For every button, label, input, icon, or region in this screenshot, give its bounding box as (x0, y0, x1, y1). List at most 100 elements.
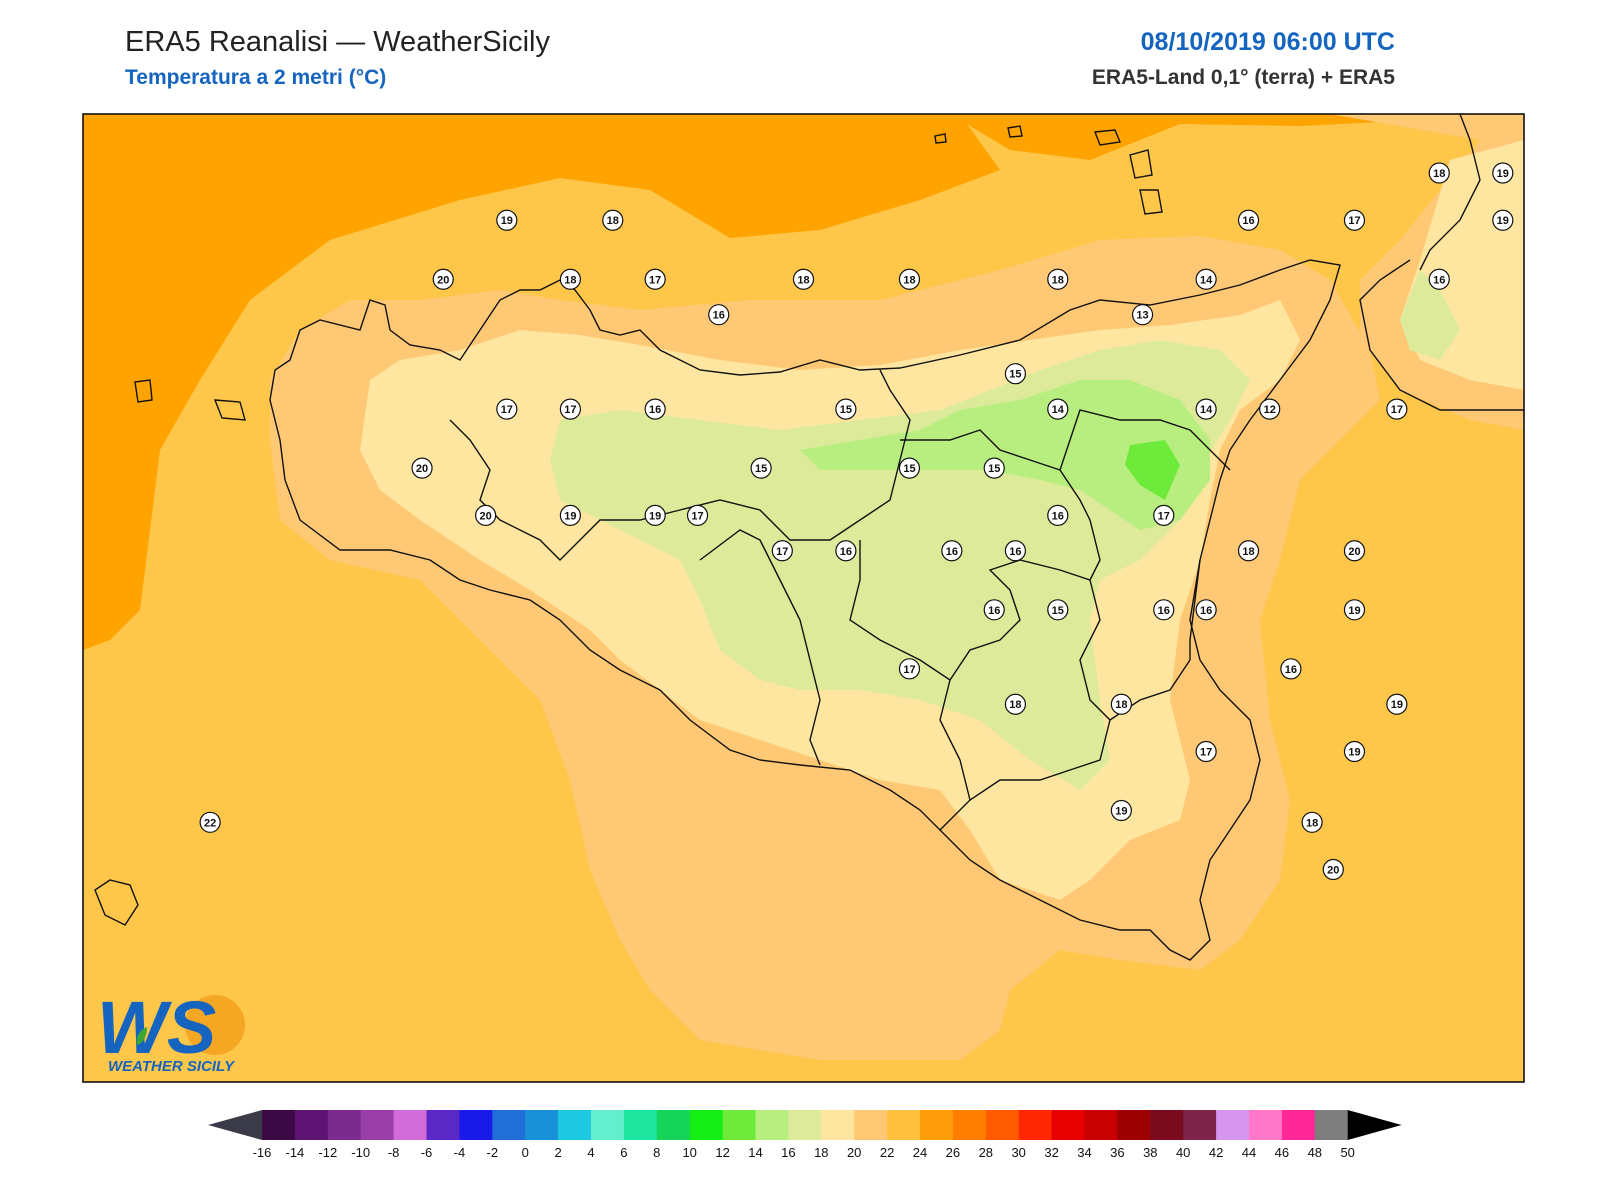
colorbar-segment (558, 1110, 592, 1140)
data-source: ERA5-Land 0,1° (terra) + ERA5 (1091, 66, 1395, 89)
etna-summit-field (1125, 440, 1180, 500)
station-marker: 18 (1110, 693, 1132, 715)
station-marker: 17 (1343, 209, 1366, 231)
colorbar-tick-label: 40 (1176, 1145, 1190, 1160)
station-value: 18 (1052, 274, 1064, 286)
station-marker: 20 (432, 268, 454, 290)
station-circle (983, 599, 1005, 621)
station-circle (1301, 811, 1323, 833)
station-marker: 19 (1492, 209, 1514, 231)
station-marker: 20 (1322, 858, 1344, 881)
station-circle (644, 398, 666, 420)
colorbar-tick-label: 14 (748, 1145, 762, 1160)
colorbar-tick-label: 30 (1011, 1145, 1025, 1160)
station-marker: 16 (1280, 658, 1302, 680)
station-value: 18 (903, 274, 915, 286)
colorbar-tick-label: 0 (522, 1145, 529, 1160)
station-marker: 16 (1428, 268, 1450, 290)
station-value: 15 (1052, 605, 1064, 617)
station-marker: 16 (1195, 599, 1217, 621)
station-value: 14 (1052, 404, 1065, 416)
colorbar-tick-label: -8 (388, 1145, 400, 1160)
colorbar-tick-label: -16 (253, 1145, 272, 1160)
station-circle (771, 540, 793, 562)
colorbar-tick-label: 8 (653, 1145, 660, 1160)
station-marker: 15 (1047, 599, 1069, 621)
colorbar-segment (1084, 1110, 1118, 1140)
station-circle (1047, 398, 1069, 420)
station-circle (1237, 540, 1260, 562)
colorbar-tick-label: 12 (715, 1145, 729, 1160)
station-marker: 17 (496, 398, 518, 420)
station-marker: 19 (559, 504, 581, 526)
station-value: 16 (1285, 664, 1297, 676)
colorbar-segment (821, 1110, 855, 1140)
station-marker: 17 (1386, 398, 1408, 420)
station-circle (1343, 740, 1366, 763)
colorbar-segment (591, 1110, 625, 1140)
station-circle (602, 209, 624, 231)
station-value: 19 (1348, 605, 1360, 617)
colorbar-segment (492, 1110, 526, 1140)
station-value: 17 (776, 546, 788, 558)
station-circle (792, 268, 815, 290)
station-marker: 16 (983, 599, 1005, 621)
colorbar-segment (689, 1110, 724, 1140)
station-value: 17 (1348, 215, 1360, 227)
station-value: 19 (501, 215, 513, 227)
colorbar-tick-label: 38 (1143, 1145, 1157, 1160)
colorbar-segment (1249, 1110, 1283, 1140)
colorbar-segment (722, 1110, 756, 1140)
station-circle (1004, 693, 1027, 715)
colorbar-tick-label: -14 (286, 1145, 305, 1160)
colorbar-segment (426, 1110, 460, 1140)
station-value: 19 (1115, 805, 1127, 817)
station-value: 19 (1391, 699, 1403, 711)
station-circle (559, 268, 581, 290)
colorbar-segment (1150, 1110, 1184, 1140)
station-marker: 22 (199, 811, 221, 833)
station-circle (1110, 693, 1132, 715)
station-marker: 17 (1195, 740, 1217, 763)
station-circle (411, 457, 433, 479)
station-marker: 19 (496, 209, 518, 231)
colorbar-segment (1281, 1110, 1316, 1140)
station-marker: 17 (644, 268, 666, 290)
colorbar-tick-label: 32 (1044, 1145, 1058, 1160)
colorbar-segment (393, 1110, 427, 1140)
station-circle (644, 504, 666, 526)
colorbar-tick-label: 48 (1308, 1145, 1322, 1160)
station-circle (1195, 740, 1217, 763)
station-circle (1280, 658, 1302, 680)
station-marker: 18 (898, 268, 921, 290)
coastline (94, 113, 1524, 961)
station-circle (559, 504, 581, 526)
station-marker: 18 (1301, 811, 1323, 833)
colorbar-tick-label: 20 (847, 1145, 861, 1160)
station-marker: 20 (1343, 540, 1366, 562)
station-value: 18 (1115, 699, 1127, 711)
colorbar-segment (294, 1110, 329, 1140)
station-value: 19 (649, 510, 661, 522)
colorbar-tick-label: 6 (620, 1145, 627, 1160)
station-value: 19 (1348, 746, 1360, 758)
station-value: 13 (1136, 310, 1148, 322)
station-marker: 17 (771, 540, 793, 562)
station-marker: 19 (1386, 693, 1408, 715)
station-circle (1195, 268, 1217, 290)
station-value: 15 (1009, 369, 1021, 381)
station-marker: 18 (1237, 540, 1260, 562)
station-circle (1386, 693, 1408, 715)
station-circle (1259, 398, 1281, 420)
colorbar-tick-label: 24 (913, 1145, 927, 1160)
station-value: 19 (1497, 168, 1509, 180)
station-value: 16 (1158, 605, 1170, 617)
warm-sea-field-north (950, 114, 1524, 160)
station-marker: 16 (644, 398, 666, 420)
colorbar-tick-label: 50 (1340, 1145, 1354, 1160)
calabria-cool-field (1400, 270, 1460, 360)
station-value: 20 (437, 274, 449, 286)
station-value: 16 (1200, 605, 1212, 617)
map-field (83, 114, 1524, 1082)
